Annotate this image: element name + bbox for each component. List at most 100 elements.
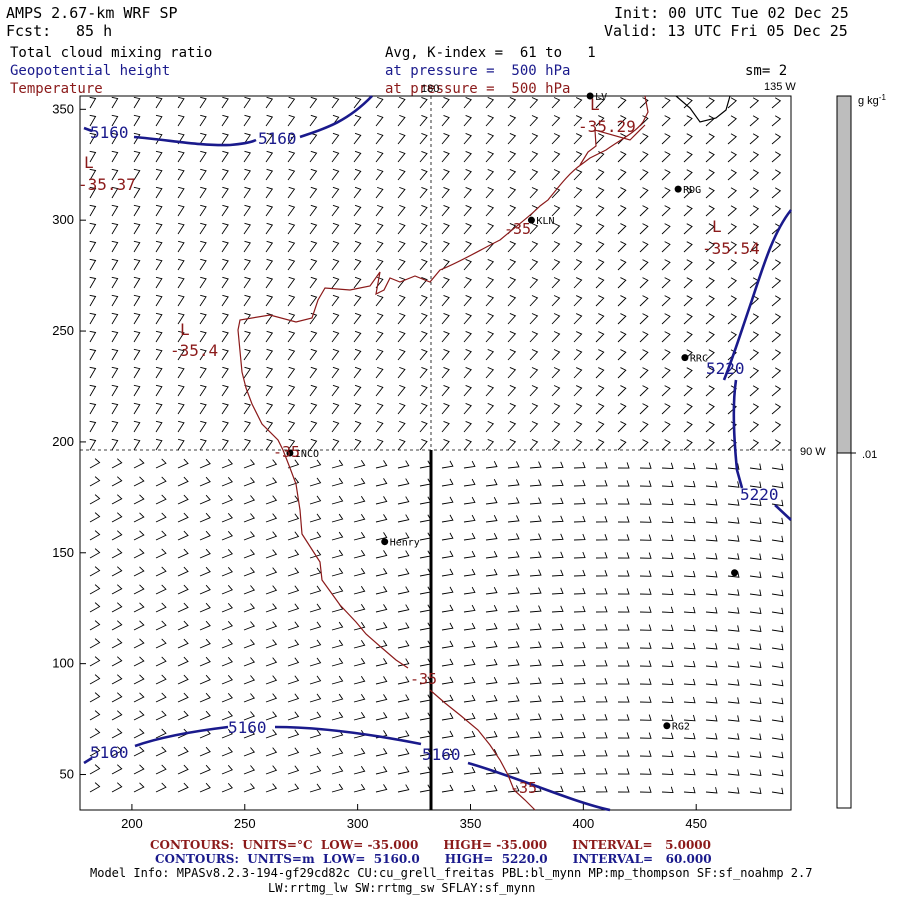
wind-barb xyxy=(749,481,762,489)
wind-barb xyxy=(221,621,233,631)
wind-barb xyxy=(353,765,366,775)
wind-barb xyxy=(705,97,715,109)
wind-barb xyxy=(353,96,362,109)
wind-barb xyxy=(375,258,384,271)
wind-barb xyxy=(661,385,671,397)
wind-barb xyxy=(529,713,542,721)
wind-barb xyxy=(639,660,652,667)
wind-barb xyxy=(133,438,141,451)
wind-barb xyxy=(353,531,366,541)
wind-barb xyxy=(463,460,476,469)
wind-barb xyxy=(397,460,410,469)
wind-barb xyxy=(287,603,300,613)
station-marker xyxy=(663,722,671,730)
wind-barb xyxy=(683,588,696,596)
wind-barb xyxy=(265,96,274,109)
wind-barb xyxy=(419,568,432,577)
wind-barb xyxy=(331,204,340,217)
station: RDG xyxy=(674,185,701,196)
wind-barb xyxy=(771,241,782,253)
wind-barb xyxy=(595,403,605,415)
x-tick-label: 300 xyxy=(347,816,369,831)
wind-barb xyxy=(551,97,561,109)
wind-barb xyxy=(661,642,674,650)
wind-barb xyxy=(749,553,762,561)
wind-barb xyxy=(771,259,782,271)
wind-barb xyxy=(573,623,586,631)
wind-barb xyxy=(661,439,671,451)
wind-barb xyxy=(331,222,340,235)
station: Henry xyxy=(381,538,420,549)
wind-barb xyxy=(199,330,207,343)
colorbar-empty xyxy=(836,452,852,809)
wind-barb xyxy=(749,607,762,615)
wind-barb xyxy=(639,169,649,181)
wind-barb xyxy=(573,421,583,433)
wind-barb xyxy=(551,587,564,595)
wind-barb xyxy=(595,349,605,361)
wind-barb xyxy=(485,785,498,793)
wind-barb xyxy=(595,421,605,433)
wind-barb xyxy=(199,348,207,361)
wind-barb xyxy=(111,168,119,181)
wind-barb xyxy=(177,692,189,703)
wind-barb xyxy=(89,710,101,721)
wind-barb xyxy=(441,748,454,757)
wind-barb xyxy=(485,151,495,163)
wind-barb xyxy=(485,277,495,289)
wind-barb xyxy=(133,96,141,109)
wind-barb xyxy=(199,584,211,595)
wind-barb xyxy=(595,480,608,487)
wind-barb xyxy=(375,784,388,793)
wind-barb xyxy=(397,514,410,523)
wind-barb xyxy=(683,534,696,542)
wind-barb xyxy=(309,240,318,253)
wind-barb xyxy=(551,439,561,451)
wind-barb xyxy=(177,530,189,541)
wind-barb xyxy=(551,767,564,775)
wind-barb xyxy=(199,710,211,721)
wind-barb xyxy=(463,421,472,433)
wind-barb xyxy=(243,114,251,127)
wind-barb xyxy=(419,532,432,541)
wind-barb xyxy=(353,294,362,307)
wind-barb xyxy=(221,513,233,523)
wind-barb xyxy=(177,348,185,361)
wind-barb xyxy=(155,402,163,415)
wind-barb xyxy=(265,294,274,307)
wind-barb xyxy=(353,585,366,595)
wind-barb xyxy=(727,151,737,163)
wind-barb xyxy=(287,222,296,235)
wind-barb xyxy=(705,187,715,199)
wind-barb xyxy=(419,240,428,253)
wind-barb xyxy=(683,768,696,776)
wind-barb xyxy=(463,169,472,181)
wind-barb xyxy=(705,517,718,524)
wind-barb xyxy=(111,530,123,541)
wind-barb xyxy=(375,478,388,487)
wind-barb xyxy=(133,420,141,433)
wind-barb xyxy=(705,349,715,361)
wind-barb xyxy=(441,712,454,721)
wind-barb xyxy=(551,623,564,631)
wind-barb xyxy=(617,768,630,775)
wind-barb xyxy=(375,712,388,721)
wind-barb xyxy=(133,168,141,181)
wind-barb xyxy=(683,205,693,217)
wind-barb xyxy=(639,313,649,325)
wind-barb xyxy=(397,402,406,415)
wind-barb xyxy=(551,205,561,217)
wind-barb xyxy=(287,150,296,163)
wind-barb xyxy=(89,366,97,379)
wind-barb xyxy=(89,674,101,685)
wind-barb xyxy=(441,622,454,631)
x-tick-label: 250 xyxy=(234,816,256,831)
wind-barb xyxy=(419,514,432,523)
wind-barb xyxy=(595,768,608,775)
model-title: AMPS 2.67-km WRF SP xyxy=(6,4,178,22)
wind-barb xyxy=(771,205,782,217)
wind-barb xyxy=(89,240,97,253)
wind-barb xyxy=(639,768,652,775)
wind-barb xyxy=(573,367,583,379)
wind-barb xyxy=(551,659,564,667)
